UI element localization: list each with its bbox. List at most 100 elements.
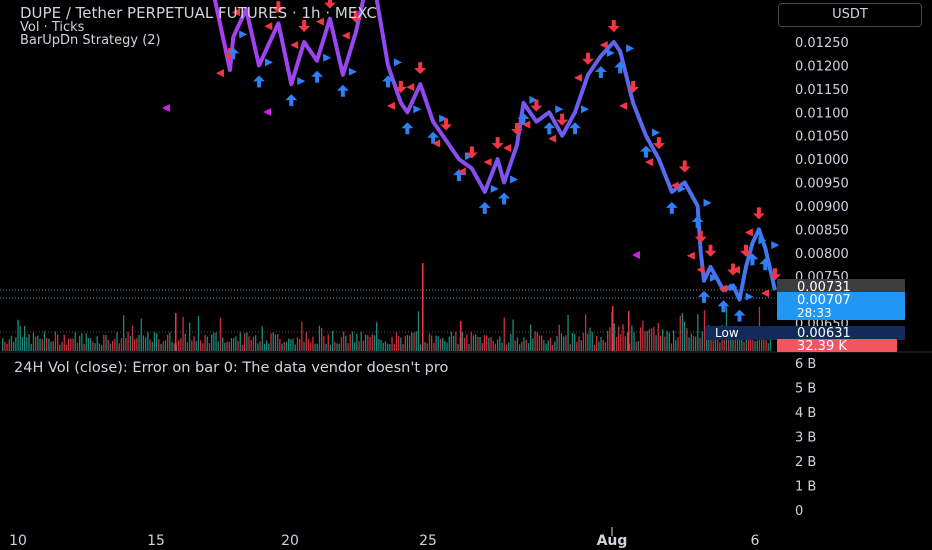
volume-bar bbox=[640, 327, 642, 351]
volume-bar bbox=[200, 340, 202, 351]
volume-bar bbox=[180, 338, 182, 351]
entry-marker bbox=[548, 134, 557, 143]
volume-bar bbox=[307, 339, 310, 351]
volume-bar bbox=[296, 337, 299, 351]
entry-marker bbox=[406, 83, 415, 92]
volume-bar bbox=[285, 342, 288, 351]
vol-error-text: 24H Vol (close): Error on bar 0: The dat… bbox=[14, 360, 448, 376]
sell-arrow-marker bbox=[530, 99, 543, 112]
volume-bar bbox=[127, 332, 129, 351]
entry-marker bbox=[710, 273, 719, 282]
volume-bar bbox=[8, 339, 10, 351]
volume-bar bbox=[499, 336, 501, 351]
volume-bar bbox=[612, 306, 614, 351]
volume-bar bbox=[83, 343, 85, 351]
volume-bar bbox=[257, 343, 259, 351]
volume-bar bbox=[435, 335, 437, 351]
volume-bar bbox=[607, 330, 609, 351]
volume-bar bbox=[92, 341, 94, 351]
price-axis-label: 0.01050 bbox=[795, 130, 849, 145]
buy-arrow-marker bbox=[382, 75, 394, 88]
volume-bar bbox=[39, 338, 41, 351]
price-axis-label: 0.01250 bbox=[795, 36, 849, 51]
indicator-strategy[interactable]: BarUpDn Strategy (2) bbox=[20, 33, 161, 48]
volume-bar bbox=[321, 328, 323, 351]
volume-bar bbox=[549, 337, 552, 351]
volume-bar bbox=[158, 339, 160, 351]
last-price-tag bbox=[777, 279, 905, 294]
volume-bar bbox=[219, 317, 222, 351]
volume-bar bbox=[48, 338, 50, 351]
volume-bar bbox=[565, 335, 567, 351]
buy-arrow-marker bbox=[478, 201, 491, 214]
volume-bar bbox=[255, 335, 257, 351]
buy-arrow-marker bbox=[594, 66, 607, 79]
volume-bar bbox=[422, 263, 424, 351]
volume-bar bbox=[123, 315, 125, 351]
volume-bar bbox=[695, 336, 697, 351]
entry-marker bbox=[581, 105, 590, 114]
volume-bar bbox=[497, 339, 499, 351]
sell-arrow-marker bbox=[739, 244, 752, 257]
buy-arrow-marker bbox=[517, 112, 530, 125]
entry-marker bbox=[606, 49, 615, 58]
volume-bar bbox=[686, 328, 688, 351]
volume-bar bbox=[675, 340, 677, 351]
volume-bar bbox=[552, 344, 554, 351]
volume-bar bbox=[444, 340, 446, 351]
volume-bar bbox=[684, 321, 686, 351]
volume-bar bbox=[417, 311, 420, 351]
volume-bar bbox=[241, 344, 244, 351]
volume-bar bbox=[629, 343, 631, 351]
volume-bar bbox=[107, 339, 109, 351]
volume-bar bbox=[460, 321, 462, 351]
volume-bar bbox=[129, 336, 131, 351]
volume-bar bbox=[215, 332, 217, 351]
volume-bar bbox=[505, 344, 508, 351]
volume-bar bbox=[389, 344, 391, 351]
volume-bar bbox=[688, 337, 690, 351]
sell-arrow-marker bbox=[704, 244, 717, 257]
volume-bar bbox=[46, 338, 48, 351]
volume-bar bbox=[411, 332, 413, 351]
volume-bar bbox=[338, 343, 340, 351]
volume-bar bbox=[494, 343, 497, 351]
last-price-text: 0.00731 bbox=[797, 280, 851, 295]
volume-bar bbox=[736, 337, 739, 351]
volume-bar bbox=[637, 340, 640, 351]
volume-bar bbox=[730, 330, 732, 351]
entry-marker bbox=[490, 184, 499, 193]
volume-bar bbox=[446, 342, 448, 351]
buy-arrow-marker bbox=[427, 131, 440, 144]
volume-bar bbox=[316, 343, 318, 351]
volume-bar bbox=[173, 343, 175, 351]
volume-bar bbox=[609, 327, 611, 351]
volume-bar bbox=[468, 343, 470, 351]
entry-marker bbox=[315, 17, 324, 26]
volume-bar bbox=[26, 337, 28, 351]
volume-bar bbox=[52, 341, 54, 351]
volume-bar bbox=[747, 332, 750, 351]
volume-bar bbox=[94, 343, 96, 351]
volume-bar bbox=[719, 342, 721, 351]
volume-bar bbox=[486, 335, 488, 351]
currency-button[interactable]: USDT bbox=[778, 3, 922, 27]
volume-bar bbox=[323, 336, 325, 351]
volume-bar bbox=[358, 341, 360, 351]
indicator-volume[interactable]: Vol · Ticks bbox=[20, 20, 85, 35]
volume-bar bbox=[745, 335, 747, 351]
volume-bar bbox=[10, 335, 13, 351]
volume-bar bbox=[739, 329, 741, 351]
volume-bar bbox=[756, 340, 758, 351]
entry-marker bbox=[686, 251, 695, 260]
sell-arrow-marker bbox=[581, 52, 594, 65]
volume-bar bbox=[21, 337, 24, 351]
volume-bar bbox=[541, 335, 543, 351]
price-axis-label: 0.00900 bbox=[795, 200, 849, 215]
volume-value: 32.39 K bbox=[797, 339, 847, 354]
volume-bar bbox=[305, 332, 307, 351]
entry-marker bbox=[758, 236, 767, 245]
volume-bar bbox=[728, 334, 730, 351]
